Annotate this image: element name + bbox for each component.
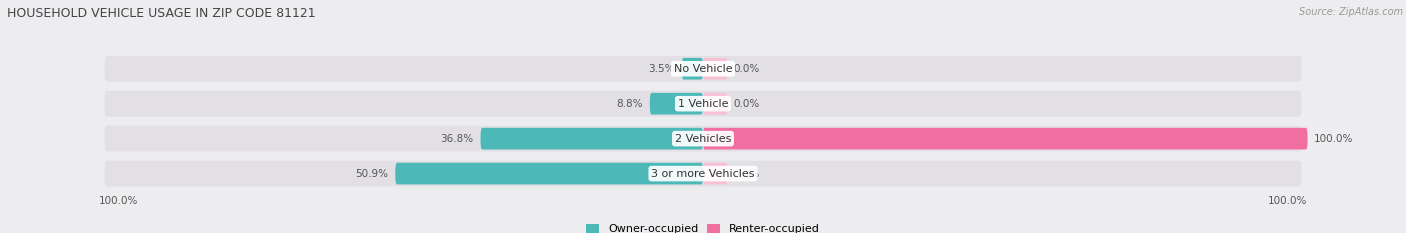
FancyBboxPatch shape: [104, 91, 1302, 116]
Legend: Owner-occupied, Renter-occupied: Owner-occupied, Renter-occupied: [581, 219, 825, 233]
Text: HOUSEHOLD VEHICLE USAGE IN ZIP CODE 81121: HOUSEHOLD VEHICLE USAGE IN ZIP CODE 8112…: [7, 7, 316, 20]
Text: 8.8%: 8.8%: [616, 99, 643, 109]
Text: 0.0%: 0.0%: [734, 99, 759, 109]
FancyBboxPatch shape: [703, 163, 727, 185]
Text: No Vehicle: No Vehicle: [673, 64, 733, 74]
Text: 100.0%: 100.0%: [1313, 134, 1353, 144]
FancyBboxPatch shape: [104, 126, 1302, 152]
Text: 3.5%: 3.5%: [648, 64, 675, 74]
FancyBboxPatch shape: [395, 163, 703, 185]
Text: 0.0%: 0.0%: [734, 169, 759, 178]
Text: 0.0%: 0.0%: [734, 64, 759, 74]
FancyBboxPatch shape: [682, 58, 703, 80]
Text: 100.0%: 100.0%: [1268, 196, 1308, 206]
FancyBboxPatch shape: [703, 128, 1308, 150]
FancyBboxPatch shape: [104, 56, 1302, 82]
Text: 1 Vehicle: 1 Vehicle: [678, 99, 728, 109]
FancyBboxPatch shape: [481, 128, 703, 150]
Text: 50.9%: 50.9%: [354, 169, 388, 178]
Text: 100.0%: 100.0%: [98, 196, 138, 206]
FancyBboxPatch shape: [703, 93, 727, 114]
FancyBboxPatch shape: [703, 58, 727, 80]
Text: Source: ZipAtlas.com: Source: ZipAtlas.com: [1299, 7, 1403, 17]
FancyBboxPatch shape: [650, 93, 703, 114]
Text: 3 or more Vehicles: 3 or more Vehicles: [651, 169, 755, 178]
FancyBboxPatch shape: [104, 161, 1302, 186]
Text: 36.8%: 36.8%: [440, 134, 474, 144]
Text: 2 Vehicles: 2 Vehicles: [675, 134, 731, 144]
